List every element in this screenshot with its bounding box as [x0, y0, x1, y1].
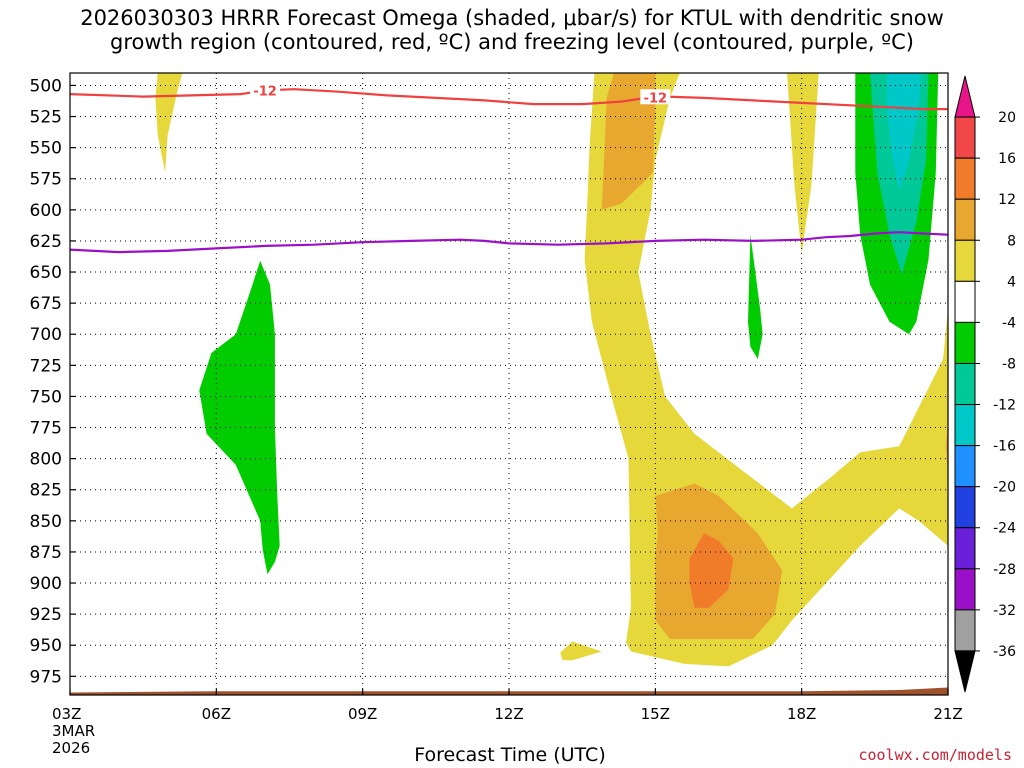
y-tick-label-950: 950: [30, 636, 62, 656]
dendritic-growth-minus12-label: -12: [253, 84, 277, 99]
y-tick-label-850: 850: [30, 512, 62, 532]
omega-colorbar: 20 16 12 8 4 -4 -8 -12 -16 -20 -24 -28 -32 -36: [954, 75, 1016, 693]
omega-neg4-neg8-17z: [748, 234, 763, 360]
y-tick-label-925: 925: [30, 605, 62, 625]
colorbar-bin--28--24: [954, 527, 976, 570]
chart-title: 2026030303 HRRR Forecast Omega (shaded, …: [0, 6, 1024, 54]
omega-4-8-small-bottom: [560, 641, 602, 661]
y-tick-label-725: 725: [30, 356, 62, 376]
x-tick-label-09Z: 09Z: [348, 705, 377, 723]
colorbar-bin--36--32: [954, 609, 976, 652]
y-tick-label-775: 775: [30, 419, 62, 439]
x-tick-label-18Z: 18Z: [787, 705, 816, 723]
colorbar-bin--24--20: [954, 486, 976, 529]
y-tick-label-550: 550: [30, 139, 62, 159]
colorbar-label-12: -32: [993, 603, 1016, 619]
colorbar-bin--12--8: [954, 362, 976, 406]
x-tick-label-03Z: 03Z: [52, 705, 81, 723]
freezing-level-line: [70, 231, 948, 254]
y-tick-label-875: 875: [30, 543, 62, 563]
colorbar-label-13: -36: [993, 644, 1016, 660]
x-tick-label-12Z: 12Z: [494, 705, 523, 723]
colorbar-bin--4-4: [954, 280, 976, 323]
x-tick-label-15Z: 15Z: [641, 705, 670, 723]
colorbar-bin--32--28: [954, 568, 976, 611]
pressure-axis: 500 525 550 575 600 625 650 675 700 725 750 775 800 8…: [30, 76, 76, 687]
dendritic-growth-minus12-label: -12: [644, 91, 668, 106]
colorbar-bin--20--16: [954, 445, 976, 488]
terrain-fill: [70, 687, 948, 695]
omega-neg12-neg16-right: [887, 73, 922, 192]
y-tick-label-575: 575: [30, 170, 62, 190]
colorbar-bin-16-20: [954, 116, 976, 159]
chart-title-line-1: 2026030303 HRRR Forecast Omega (shaded, …: [80, 6, 944, 30]
colorbar-label-9: -20: [993, 480, 1016, 496]
site-credit: coolwx.com/models: [858, 746, 1012, 764]
colorbar-cap-top: [954, 75, 976, 118]
colorbar-label-2: 12: [998, 192, 1016, 208]
colorbar-label-7: -12: [993, 398, 1016, 414]
y-tick-label-625: 625: [30, 232, 62, 252]
omega-neg4-neg8-left: [199, 260, 280, 575]
colorbar-bin-4-8: [954, 239, 976, 282]
colorbar-label-5: -4: [1002, 315, 1016, 331]
colorbar-label-1: 16: [998, 151, 1016, 167]
omega-shading-layer: [155, 73, 948, 667]
colorbar-label-0: 20: [998, 110, 1016, 126]
y-tick-label-600: 600: [30, 201, 62, 221]
y-tick-label-650: 650: [30, 263, 62, 283]
colorbar-bin--16--12: [954, 404, 976, 447]
gridlines: [70, 73, 948, 695]
y-tick-label-825: 825: [30, 481, 62, 501]
x-tick-label-21Z: 21Z: [933, 705, 962, 723]
y-tick-label-525: 525: [30, 108, 62, 128]
x-tick-sublabel-1: 2026: [52, 739, 90, 757]
colorbar-cap-bottom: [954, 650, 976, 693]
colorbar-label-6: -8: [1002, 356, 1016, 372]
y-tick-label-975: 975: [30, 667, 62, 687]
colorbar-bin-12-16: [954, 157, 976, 200]
omega-8-12-upper: [601, 73, 656, 210]
y-tick-label-500: 500: [30, 76, 62, 96]
omega-4-8-right-edge: [943, 346, 948, 459]
y-tick-label-900: 900: [30, 574, 62, 594]
dendritic-growth-minus12-label-bg: [250, 82, 281, 98]
contour-layer: -12 -12: [70, 82, 948, 254]
dendritic-growth-minus12-label-bg: [640, 89, 671, 105]
chart-title-line-2: growth region (contoured, red, ºC) and f…: [110, 30, 914, 54]
colorbar-bin-8-12: [954, 198, 976, 241]
x-tick-label-06Z: 06Z: [202, 705, 231, 723]
y-tick-label-700: 700: [30, 325, 62, 345]
colorbar-label-4: 4: [1007, 274, 1016, 290]
x-axis-title: Forecast Time (UTC): [414, 744, 606, 766]
colorbar-label-3: 8: [1007, 233, 1016, 249]
omega-4-8-upper-18z: [787, 73, 819, 254]
y-tick-label-750: 750: [30, 387, 62, 407]
colorbar-label-10: -24: [993, 521, 1016, 537]
colorbar-label-8: -16: [993, 439, 1016, 455]
colorbar-label-11: -28: [993, 562, 1016, 578]
colorbar-bin--8--4: [954, 321, 976, 364]
y-tick-label-800: 800: [30, 450, 62, 470]
omega-4-8-upper-left: [155, 73, 183, 173]
y-tick-label-675: 675: [30, 294, 62, 314]
x-tick-sublabel-0: 3MAR: [52, 722, 95, 740]
terrain-layer: [70, 687, 948, 695]
